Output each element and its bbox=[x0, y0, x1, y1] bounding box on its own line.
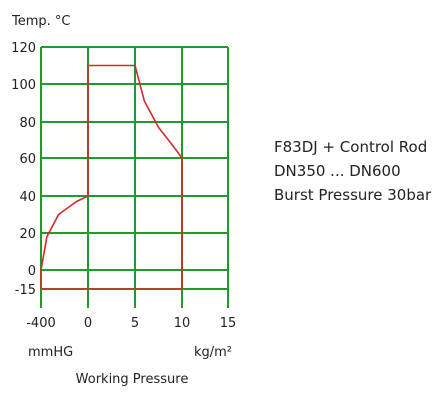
x-tick-labels: -400 0 5 10 15 bbox=[26, 316, 236, 331]
y-tick-label: -15 bbox=[15, 283, 36, 298]
x-tick-label: 10 bbox=[174, 316, 191, 331]
envelope-line bbox=[40, 64, 183, 290]
x-unit-left: mmHG bbox=[28, 345, 73, 360]
product-burst-pressure: Burst Pressure 30bar bbox=[274, 186, 432, 204]
y-tick-label: 80 bbox=[19, 116, 36, 131]
x-tick-label: 15 bbox=[220, 316, 237, 331]
x-axis-label: Working Pressure bbox=[76, 372, 189, 387]
y-tick-label: 0 bbox=[28, 264, 36, 279]
y-tick-label: 60 bbox=[19, 152, 36, 167]
y-tick-label: 120 bbox=[11, 41, 36, 56]
x-unit-right: kg/m² bbox=[194, 345, 232, 360]
y-tick-label: 40 bbox=[19, 190, 36, 205]
y-axis-label: Temp. °C bbox=[11, 14, 71, 29]
x-tick-label: -400 bbox=[26, 316, 56, 331]
product-description: F83DJ + Control Rod DN350 ... DN600 Burs… bbox=[274, 135, 439, 207]
y-tick-label: 20 bbox=[19, 227, 36, 242]
y-tick-label: 100 bbox=[11, 78, 36, 93]
chart-grid bbox=[40, 46, 229, 308]
product-size-range: DN350 ... DN600 bbox=[274, 162, 401, 180]
operating-envelope bbox=[40, 64, 183, 290]
y-tick-labels: 120 100 80 60 40 20 0 -15 bbox=[11, 41, 36, 298]
product-model: F83DJ + Control Rod bbox=[274, 138, 428, 156]
x-tick-label: 0 bbox=[84, 316, 92, 331]
x-tick-label: 5 bbox=[131, 316, 139, 331]
